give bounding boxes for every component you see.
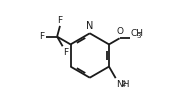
Text: CH: CH	[130, 29, 143, 38]
Text: NH: NH	[116, 80, 130, 89]
Text: O: O	[116, 27, 123, 36]
Text: 3: 3	[136, 33, 141, 39]
Text: F: F	[57, 16, 63, 25]
Text: F: F	[40, 32, 45, 41]
Text: F: F	[63, 48, 68, 57]
Text: 2: 2	[122, 81, 126, 87]
Text: N: N	[86, 21, 93, 31]
